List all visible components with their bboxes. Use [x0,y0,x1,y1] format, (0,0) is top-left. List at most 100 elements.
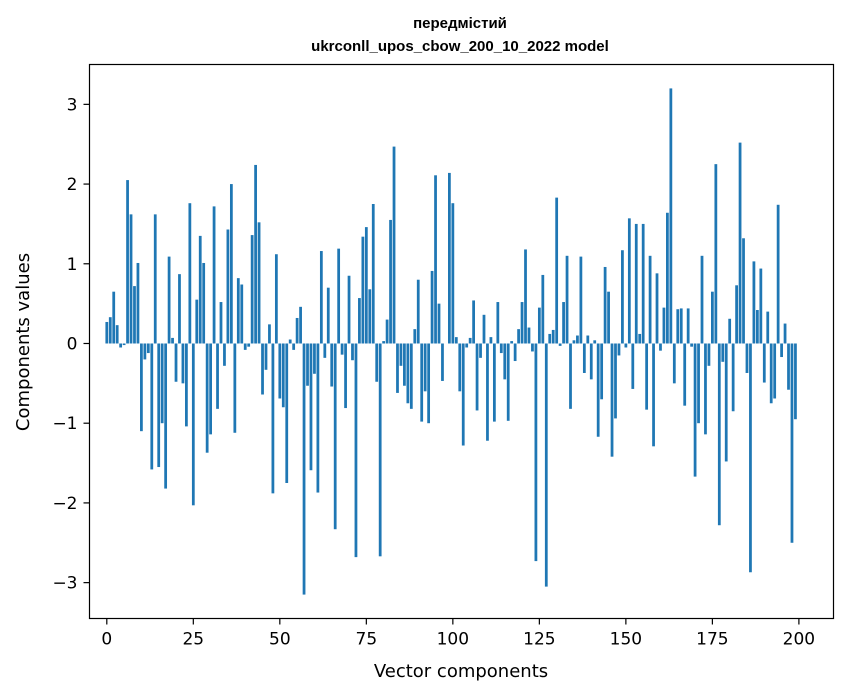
bar [413,329,417,344]
bar-series [105,88,797,595]
bar [389,219,392,344]
bar [430,270,434,344]
bar [216,343,219,409]
bar [264,343,268,370]
bar [316,343,320,493]
bar [302,343,306,595]
x-tick-label: 125 [523,630,555,650]
bar [261,343,264,395]
bar [752,261,756,344]
y-tick-label: −3 [52,574,77,594]
bar [326,287,330,344]
bar [364,227,368,344]
bar [171,337,174,344]
y-tick-label: −2 [52,494,77,514]
bar [198,235,202,344]
bar [742,238,745,344]
bar [319,251,323,344]
bar [579,256,583,344]
bar [461,343,465,446]
bar [108,317,112,344]
bar [755,310,759,344]
bar [714,164,718,344]
bar [309,343,313,471]
bar [240,284,244,344]
bar [181,343,185,384]
bar [503,343,507,380]
bar [621,250,624,344]
bar [378,343,382,557]
bar [572,340,576,344]
y-tick-label: 1 [67,255,78,275]
bar [382,341,386,344]
bar [472,300,475,344]
bar [558,343,562,346]
bar [762,343,766,383]
bar [465,343,469,348]
bar [247,343,251,347]
bar [313,343,316,374]
bar [479,343,482,358]
bar [358,298,361,344]
bar [205,343,209,453]
bar [562,302,565,344]
bar [399,343,403,366]
bar [790,343,794,543]
bar [589,343,593,380]
bar [299,306,302,344]
bar [510,341,514,344]
bar [126,180,129,344]
bar [652,343,655,447]
bar [403,343,406,386]
x-tick-label: 25 [182,630,204,650]
bar [669,88,673,344]
bar [707,343,711,366]
bar [451,203,455,344]
bar [306,343,309,386]
bar [250,235,254,344]
bar [219,302,223,344]
bar [524,249,527,344]
bar [711,291,714,344]
bar [416,279,420,344]
bar [735,285,738,344]
bar [129,214,133,344]
bar [292,343,296,350]
bar [576,335,579,344]
bar [434,175,437,344]
bar [679,308,683,344]
bar [347,275,351,344]
bar [133,286,136,344]
bar [496,302,500,344]
x-tick-label: 0 [101,630,112,650]
bar [745,343,749,373]
bar [226,229,230,344]
bar [295,317,299,344]
bar [115,325,119,344]
bar [233,343,237,433]
bar [517,329,520,344]
bar [274,254,278,344]
bar [243,343,247,350]
bar [638,333,642,344]
bar [146,343,150,354]
bar [448,172,451,344]
bar [195,299,199,344]
bar [704,343,707,435]
bar [281,343,285,408]
bar [731,343,735,412]
y-tick-label: 3 [67,95,78,115]
bar [603,266,607,344]
bar [185,343,188,427]
x-axis-label: Vector components [374,661,548,682]
x-tick-label: 175 [696,630,728,650]
bar [420,343,424,422]
bar [268,324,271,344]
bar [600,343,604,400]
bar [759,268,763,344]
bar [371,204,375,344]
chart-subtitle: ukrconll_upos_cbow_200_10_2022 model [311,38,609,55]
bar [499,343,503,354]
bar [482,314,486,344]
